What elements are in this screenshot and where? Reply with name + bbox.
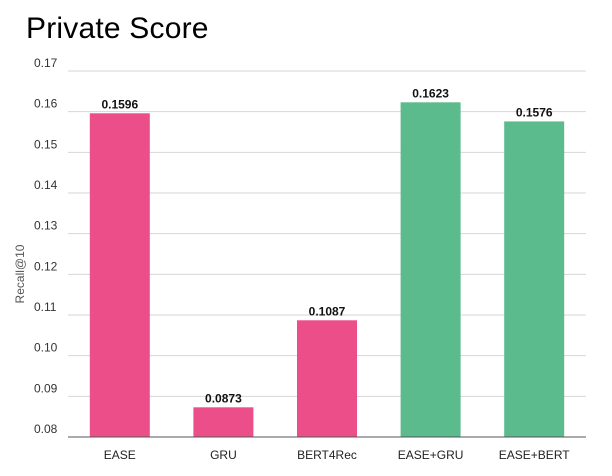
data-label: 0.1596 <box>101 97 138 111</box>
bar <box>193 407 254 437</box>
bar <box>297 320 357 437</box>
y-tick-label: 0.09 <box>34 381 58 395</box>
chart-title: Private Score <box>26 12 209 45</box>
data-label: 0.1623 <box>412 86 449 100</box>
y-tick-label: 0.10 <box>34 341 58 355</box>
y-tick-label: 0.13 <box>34 219 58 233</box>
y-tick-label: 0.08 <box>34 422 58 436</box>
category-label: EASE+BERT <box>499 448 570 462</box>
category-label: BERT4Rec <box>297 448 357 462</box>
bar <box>504 121 565 437</box>
y-tick-label: 0.12 <box>34 259 58 273</box>
y-tick-label: 0.17 <box>34 56 58 70</box>
data-label: 0.0873 <box>205 391 242 405</box>
y-tick-label: 0.15 <box>34 137 58 151</box>
category-label: EASE+GRU <box>398 448 464 462</box>
y-axis-title: Recall@10 <box>13 244 27 303</box>
category-label: GRU <box>210 448 237 462</box>
x-axis-categories: EASE GRU BERT4Rec EASE+GRU EASE+BERT <box>104 448 570 462</box>
data-labels: 0.1596 0.0873 0.1087 0.1623 0.1576 <box>101 86 552 405</box>
y-tick-label: 0.16 <box>34 97 58 111</box>
y-axis-ticks: 0.08 0.09 0.10 0.11 0.12 0.13 0.14 0.15 0.16 0.17 <box>34 56 58 436</box>
y-tick-label: 0.14 <box>34 178 58 192</box>
data-label: 0.1576 <box>516 105 553 119</box>
data-label: 0.1087 <box>309 304 346 318</box>
bar <box>89 113 150 437</box>
bar <box>400 102 461 438</box>
y-tick-label: 0.11 <box>34 300 57 314</box>
bars <box>89 102 565 438</box>
category-label: EASE <box>104 448 136 462</box>
